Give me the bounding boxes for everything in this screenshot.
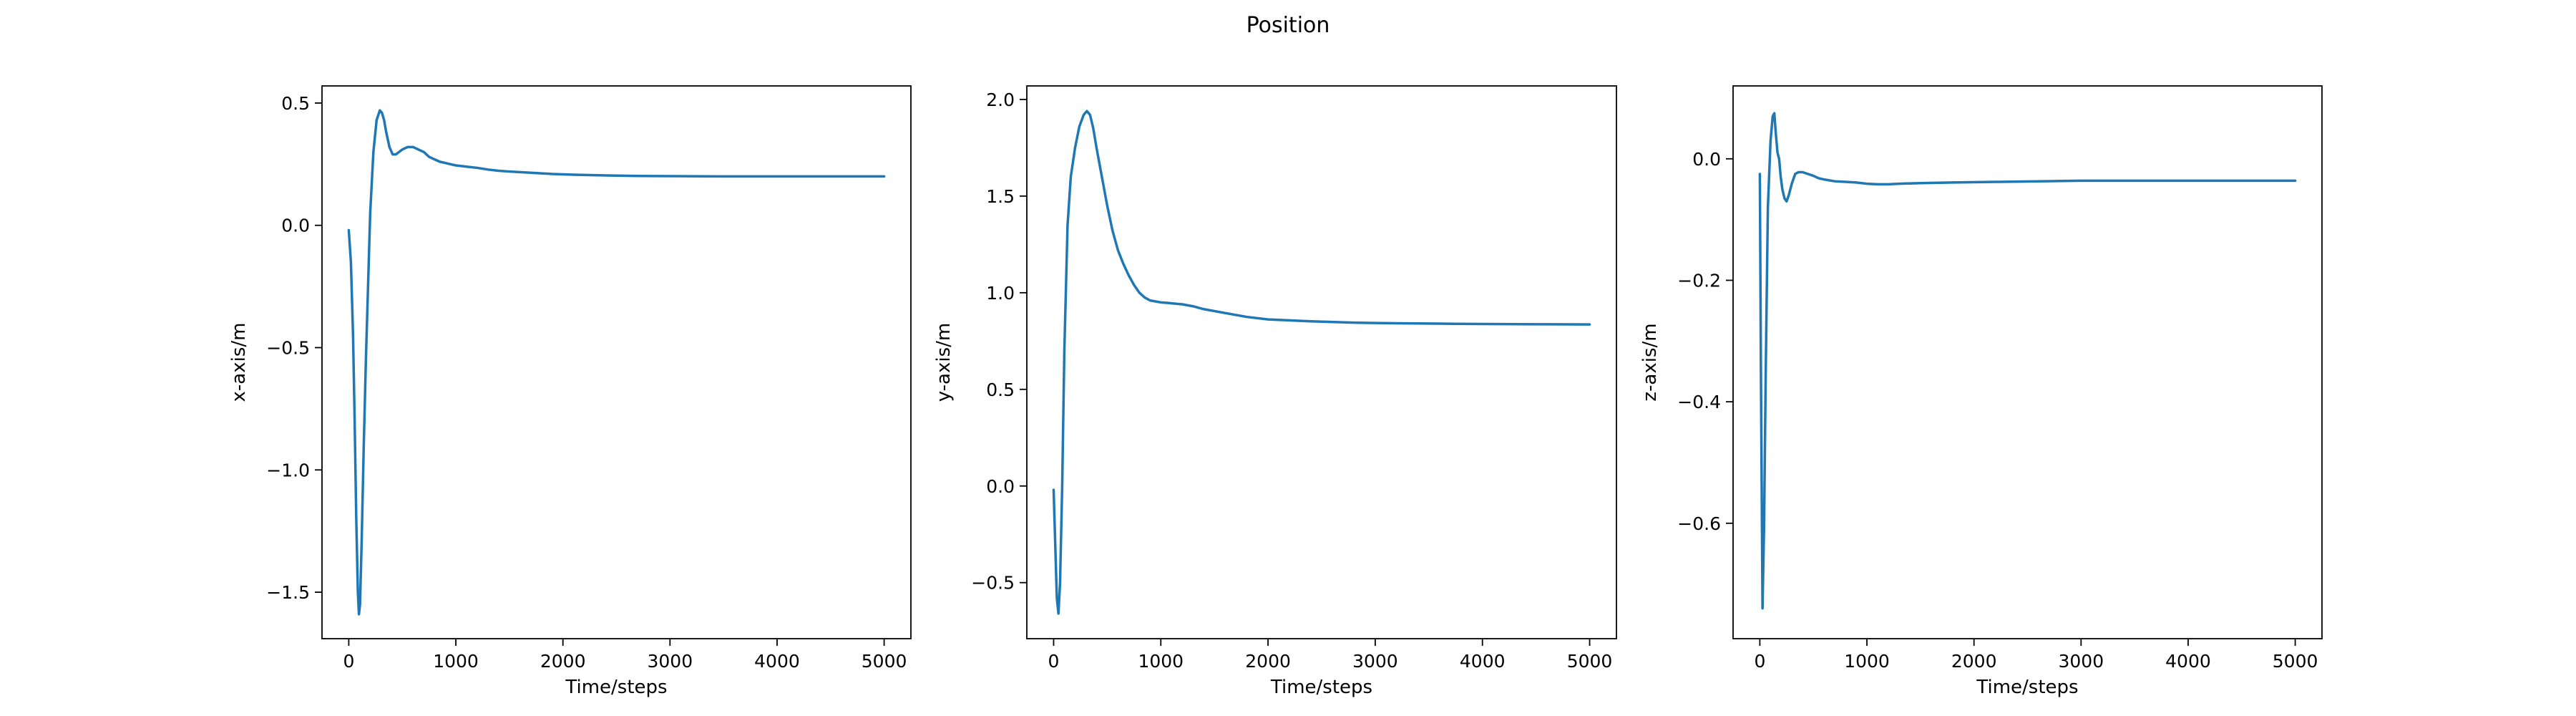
x-tick-label: 0 <box>343 651 354 672</box>
axes-frame <box>321 85 912 639</box>
x-tick-label: 3000 <box>2059 651 2104 672</box>
y-tick-label: 0.5 <box>986 379 1015 400</box>
y-axis-label: y-axis/m <box>933 323 955 402</box>
x-tick-label: 1000 <box>1138 651 1184 672</box>
x-tick-label: 5000 <box>862 651 907 672</box>
x-tick-label: 3000 <box>648 651 693 672</box>
y-tick-label: 0.0 <box>1692 149 1721 170</box>
axes-frame <box>1732 85 2323 639</box>
x-tick-label: 2000 <box>1951 651 1997 672</box>
y-axis-label: x-axis/m <box>228 323 250 402</box>
y-tick-label: 0.5 <box>281 93 310 114</box>
x-tick-label: 1000 <box>1844 651 1890 672</box>
y-tick-label: 0.0 <box>986 476 1015 497</box>
subplot-2: 0 1000 2000 3000 4000 5000 −0.5 0.0 0.5 1.0 1.5 2.0… <box>933 85 1617 698</box>
subplot-panels: 0 1000 2000 3000 4000 5000 −1.5 −1.0 −0.5 0.0 0.5 T… <box>228 85 2323 698</box>
series-line-2-1 <box>1052 110 1591 615</box>
y-tick-label: 0.0 <box>281 216 310 236</box>
subplot-3: 0 1000 2000 3000 4000 5000 −0.6 −0.4 −0.2 0.0 Time… <box>1639 85 2323 698</box>
series-line-1-1 <box>347 109 886 616</box>
x-tick-label: 0 <box>1754 651 1765 672</box>
x-tick-label: 5000 <box>1567 651 1613 672</box>
y-tick-label: 1.0 <box>986 283 1015 304</box>
y-tick-label: −0.5 <box>971 573 1015 594</box>
y-tick-label: −0.2 <box>1677 270 1721 291</box>
y-tick-label: −0.5 <box>266 338 310 359</box>
x-tick-label: 3000 <box>1352 651 1398 672</box>
y-axis-label: z-axis/m <box>1639 323 1661 401</box>
y-tick-label: −1.0 <box>266 460 310 480</box>
axes-frame <box>1026 85 1617 639</box>
y-tick-label: −1.5 <box>266 582 310 603</box>
x-tick-label: 4000 <box>754 651 800 672</box>
x-tick-label: 0 <box>1048 651 1060 672</box>
subplot-1: 0 1000 2000 3000 4000 5000 −1.5 −1.0 −0.5 0.0 0.5 T… <box>228 85 912 698</box>
figure-title: Position <box>1246 13 1330 38</box>
x-tick-label: 2000 <box>540 651 586 672</box>
y-tick-label: −0.6 <box>1677 513 1721 534</box>
x-tick-label: 4000 <box>2165 651 2211 672</box>
y-tick-label: −0.4 <box>1677 392 1721 412</box>
series-line-3-1 <box>1758 112 2297 610</box>
y-tick-label: 1.5 <box>986 186 1015 207</box>
y-tick-label: 2.0 <box>986 90 1015 110</box>
x-tick-label: 2000 <box>1245 651 1291 672</box>
x-tick-label: 4000 <box>1460 651 1506 672</box>
x-axis-label: Time/steps <box>1976 677 2078 698</box>
x-tick-label: 5000 <box>2273 651 2318 672</box>
x-axis-label: Time/steps <box>565 677 667 698</box>
x-tick-label: 1000 <box>433 651 479 672</box>
x-axis-label: Time/steps <box>1270 677 1372 698</box>
